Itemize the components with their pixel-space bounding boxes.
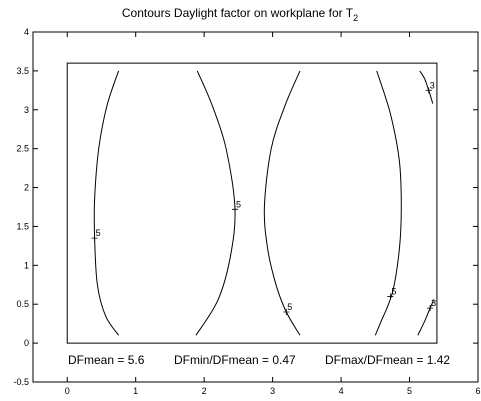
- contour-line-level-3: [419, 70, 434, 104]
- y-tick-label: 2.5: [16, 144, 29, 154]
- chart-title-text: Contours Daylight factor on workplane fo…: [122, 6, 354, 20]
- chart-title-subscript: 2: [353, 13, 358, 23]
- y-tick-label: 0.5: [16, 299, 29, 309]
- contour-line-level-5: [374, 70, 402, 336]
- contour-label: 3: [430, 80, 435, 90]
- y-tick-label: 1: [24, 260, 29, 270]
- y-tick-label: 0: [24, 338, 29, 348]
- y-tick-label: 4: [24, 27, 29, 37]
- contour-label-marker: [91, 235, 98, 242]
- contour-line-level-5: [195, 70, 236, 336]
- chart-title: Contours Daylight factor on workplane fo…: [122, 6, 358, 23]
- y-tick-label: 1.5: [16, 221, 29, 231]
- contour-label: 5: [96, 228, 101, 238]
- dfmean-annotation: DFmean = 5.6: [68, 353, 145, 367]
- x-tick-label: 2: [202, 386, 207, 396]
- contour-line-level-3: [417, 300, 434, 336]
- contour-label: 5: [236, 199, 241, 209]
- contour-label: 5: [287, 302, 292, 312]
- room-outline: [66, 62, 438, 344]
- x-tick-label: 3: [270, 386, 275, 396]
- dfmin-ratio-annotation: DFmin/DFmean = 0.47: [174, 353, 296, 367]
- contour-lines: 5 5 5 5 3 3: [91, 70, 436, 336]
- contour-label-marker: [387, 293, 394, 300]
- x-tick-label: 0: [65, 386, 70, 396]
- y-tick-label: 3: [24, 105, 29, 115]
- y-tick-label: 2: [24, 183, 29, 193]
- contour-line-level-5: [263, 70, 301, 336]
- contour-label-marker: [425, 87, 432, 94]
- contour-label: 5: [391, 286, 396, 296]
- dfmax-ratio-annotation: DFmax/DFmean = 1.42: [325, 353, 450, 367]
- contour-label-marker: [231, 206, 238, 213]
- x-tick-label: 4: [339, 386, 344, 396]
- axis-ticks: 0 1 2 3 4 5 6 -0.5 0 0.5 1 1.5 2 2.5 3 3.5 4: [13, 27, 480, 396]
- y-tick-label: 3.5: [16, 66, 29, 76]
- x-tick-label: 6: [475, 386, 480, 396]
- contour-label-marker: [283, 309, 290, 315]
- y-tick-label: -0.5: [13, 377, 29, 387]
- x-tick-label: 1: [133, 386, 138, 396]
- contour-label: 3: [431, 298, 436, 308]
- x-tick-label: 5: [407, 386, 412, 396]
- contour-label-marker: [427, 305, 434, 312]
- plot-frame: [32, 31, 479, 383]
- contour-line-level-5: [93, 70, 120, 336]
